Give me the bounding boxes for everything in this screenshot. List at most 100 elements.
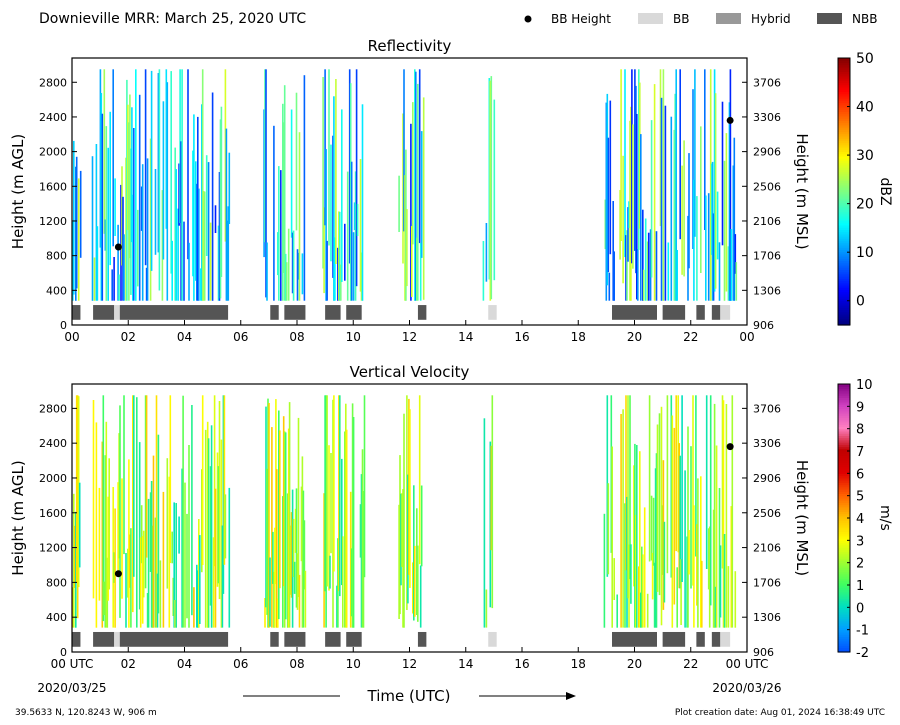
colorbar-segment: [838, 309, 850, 313]
colorbar-segment: [838, 269, 850, 273]
data-column: [415, 71, 417, 301]
data-column: [604, 199, 607, 250]
colorbar-segment: [838, 560, 850, 564]
data-column: [72, 221, 74, 301]
colorbar-segment: [838, 544, 850, 548]
colorbar-segment: [838, 71, 850, 75]
colorbar-segment: [838, 162, 850, 166]
y2-tick-label: 2106: [753, 215, 781, 228]
colorbar-tick-label: 9: [856, 400, 864, 415]
colorbar-tick-label: 50: [856, 51, 874, 67]
data-column: [707, 528, 710, 590]
colorbar-segment: [838, 240, 850, 244]
data-column: [204, 429, 207, 628]
data-column: [187, 69, 189, 260]
data-column: [735, 262, 738, 301]
data-column: [679, 455, 681, 589]
data-column: [95, 144, 98, 301]
data-column: [291, 232, 294, 294]
data-column: [173, 502, 175, 628]
y2-tick-label: 2506: [753, 180, 781, 193]
data-column: [684, 470, 686, 628]
data-column: [674, 93, 676, 301]
data-column: [692, 89, 694, 249]
data-column: [403, 413, 405, 628]
data-column: [629, 120, 631, 301]
bb-type-segment: [711, 305, 721, 320]
bb-type-segment: [346, 631, 362, 647]
data-column: [650, 495, 653, 561]
location-label: 39.5633 N, 120.8243 W, 906 m: [15, 708, 157, 718]
data-column: [488, 78, 491, 280]
data-column: [202, 191, 205, 301]
data-column: [291, 489, 294, 628]
data-column: [693, 179, 695, 301]
data-column: [406, 209, 408, 287]
data-column: [111, 269, 113, 301]
colorbar-segment: [838, 171, 850, 175]
data-column: [624, 69, 626, 258]
colorbar-segment: [838, 256, 850, 259]
colorbar-segment: [838, 488, 850, 492]
colorbar-segment: [838, 390, 850, 394]
colorbar-segment: [838, 284, 850, 288]
colorbar-segment: [838, 564, 850, 568]
colorbar-segment: [838, 247, 850, 250]
data-column: [660, 406, 663, 626]
data-column: [635, 514, 637, 628]
data-column: [79, 170, 82, 258]
data-column: [220, 106, 223, 277]
colorbar-segment: [838, 500, 850, 503]
colorbar-segment: [838, 406, 850, 410]
data-column: [730, 506, 733, 628]
colorbar-segment: [838, 198, 850, 202]
data-column: [406, 395, 408, 610]
data-column: [104, 219, 107, 251]
colorbar-segment: [838, 86, 850, 90]
colorbar-tick-label: 1: [856, 579, 864, 594]
legend-label: BB Height: [551, 12, 611, 26]
colorbar-segment: [838, 93, 850, 97]
colorbar-tick-label: 8: [856, 423, 864, 438]
data-column: [627, 207, 629, 262]
data-column: [609, 100, 612, 255]
data-column: [730, 229, 733, 301]
legend-bb-swatch: [638, 13, 663, 24]
data-column: [359, 504, 362, 558]
data-column: [135, 69, 137, 301]
colorbar-segment: [838, 625, 850, 629]
colorbar-segment: [838, 397, 850, 401]
data-column: [207, 438, 210, 628]
data-column: [211, 92, 214, 301]
data-column: [287, 228, 290, 301]
data-column: [622, 409, 624, 628]
colorbar-segment: [838, 415, 850, 419]
data-column: [303, 520, 306, 590]
colorbar-segment: [838, 616, 850, 620]
data-column: [93, 257, 96, 301]
data-column: [179, 69, 181, 224]
colorbar-segment: [838, 643, 850, 646]
data-column: [304, 570, 307, 628]
colorbar-segment: [838, 153, 850, 157]
data-column: [670, 395, 673, 578]
colorbar-segment: [838, 395, 850, 398]
data-column: [324, 69, 326, 226]
data-column: [161, 190, 164, 301]
colorbar-segment: [838, 69, 850, 72]
data-column: [675, 69, 677, 301]
data-column: [197, 570, 199, 628]
data-column: [678, 443, 680, 589]
data-column: [200, 268, 202, 301]
data-column: [417, 545, 419, 622]
colorbar-segment: [838, 95, 850, 99]
data-column: [696, 524, 698, 606]
data-column: [141, 164, 144, 301]
data-column: [214, 488, 217, 628]
x-tick-label: 18: [571, 657, 586, 671]
time-arrow-head: [566, 692, 576, 700]
data-column: [219, 119, 222, 299]
colorbar-segment: [838, 273, 850, 277]
data-column: [349, 83, 352, 301]
data-column: [128, 122, 130, 301]
